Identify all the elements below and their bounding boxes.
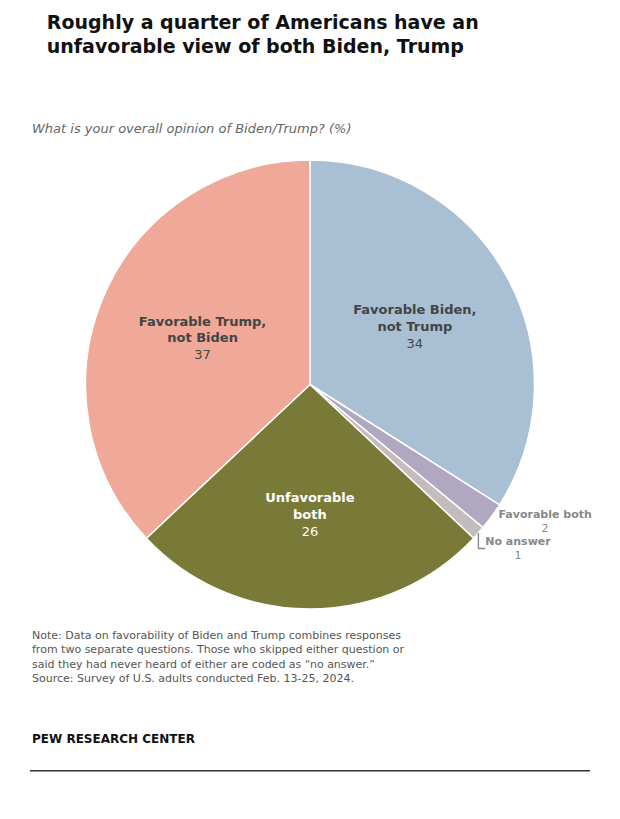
- svg-text:What is your overall opinion o: What is your overall opinion of Biden/Tr…: [32, 121, 352, 136]
- svg-text:PEW RESEARCH CENTER: PEW RESEARCH CENTER: [32, 732, 195, 746]
- svg-text:Favorable Biden,not Trump34: Favorable Biden,not Trump34: [353, 302, 476, 351]
- svg-text:Unfavorableboth26: Unfavorableboth26: [265, 490, 355, 539]
- svg-text:Note: Data on favorability of: Note: Data on favorability of Biden and …: [32, 629, 405, 685]
- svg-text:Favorable Trump,not Biden37: Favorable Trump,not Biden37: [139, 314, 266, 363]
- svg-text:Roughly a quarter of Americans: Roughly a quarter of Americans have anun…: [47, 11, 479, 58]
- svg-text:No answer1: No answer1: [485, 535, 551, 562]
- svg-text:Favorable both2: Favorable both2: [498, 508, 591, 535]
